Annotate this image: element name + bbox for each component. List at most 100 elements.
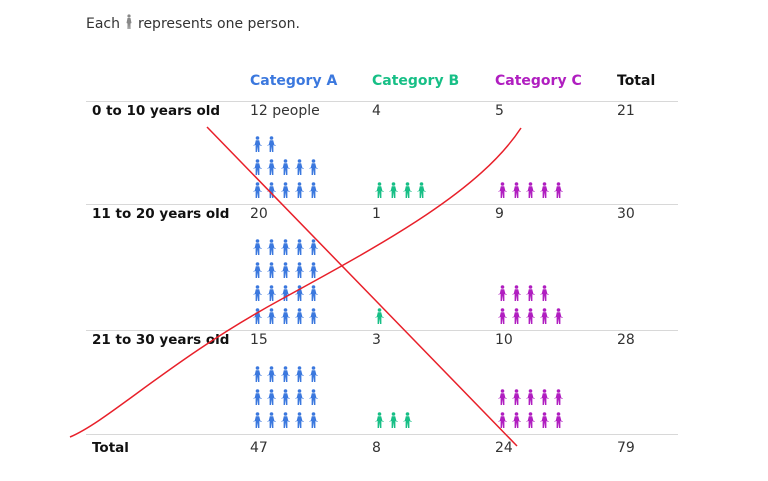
person-icon bbox=[253, 239, 262, 255]
row-divider bbox=[86, 101, 678, 102]
person-icon bbox=[540, 412, 549, 428]
person-icon bbox=[540, 285, 549, 301]
person-icon bbox=[540, 389, 549, 405]
person-icon bbox=[253, 412, 262, 428]
person-icon bbox=[253, 182, 262, 198]
person-icon bbox=[126, 14, 132, 29]
person-icon bbox=[389, 182, 398, 198]
totals-label: Total bbox=[92, 440, 129, 456]
person-icon bbox=[526, 389, 535, 405]
person-icon bbox=[309, 412, 318, 428]
person-icon bbox=[253, 136, 262, 152]
cell-value: 28 bbox=[617, 332, 635, 348]
person-icon bbox=[267, 262, 276, 278]
person-icon bbox=[540, 182, 549, 198]
person-icon bbox=[281, 366, 290, 382]
column-header-b: Category B bbox=[372, 73, 460, 89]
total-value: 8 bbox=[372, 440, 381, 456]
person-icon bbox=[512, 182, 521, 198]
column-header-total: Total bbox=[617, 73, 656, 89]
person-icon bbox=[309, 389, 318, 405]
person-icon bbox=[389, 412, 398, 428]
person-icon bbox=[267, 389, 276, 405]
caption-after: represents one person. bbox=[138, 16, 300, 32]
column-header-c: Category C bbox=[495, 73, 582, 89]
person-icon bbox=[295, 159, 304, 175]
person-icon bbox=[281, 159, 290, 175]
person-icon bbox=[281, 239, 290, 255]
row-label: 0 to 10 years old bbox=[92, 103, 221, 119]
person-icon bbox=[526, 182, 535, 198]
person-icon bbox=[267, 159, 276, 175]
person-icon bbox=[512, 412, 521, 428]
person-icon bbox=[498, 389, 507, 405]
person-icon bbox=[295, 366, 304, 382]
person-icon bbox=[498, 285, 507, 301]
person-icon bbox=[295, 285, 304, 301]
person-icon bbox=[403, 412, 412, 428]
person-icon bbox=[267, 366, 276, 382]
person-icon bbox=[375, 308, 384, 324]
person-icon bbox=[309, 285, 318, 301]
cell-value: 21 bbox=[617, 103, 635, 119]
total-value: 24 bbox=[495, 440, 513, 456]
person-icon bbox=[512, 285, 521, 301]
person-icon bbox=[281, 389, 290, 405]
cell-value: 20 bbox=[250, 206, 268, 222]
person-icon bbox=[375, 182, 384, 198]
row-divider bbox=[86, 434, 678, 435]
person-icon bbox=[309, 159, 318, 175]
person-icon bbox=[267, 136, 276, 152]
person-icon bbox=[554, 412, 563, 428]
person-icon bbox=[281, 262, 290, 278]
cell-value: 12 people bbox=[250, 103, 320, 119]
person-icon bbox=[512, 308, 521, 324]
person-icon bbox=[375, 412, 384, 428]
person-icon bbox=[295, 308, 304, 324]
person-icon bbox=[267, 308, 276, 324]
person-icon bbox=[526, 308, 535, 324]
person-icon bbox=[295, 262, 304, 278]
person-icon bbox=[281, 285, 290, 301]
person-icon bbox=[295, 389, 304, 405]
person-icon bbox=[554, 308, 563, 324]
cell-value: 4 bbox=[372, 103, 381, 119]
total-value: 47 bbox=[250, 440, 268, 456]
person-icon bbox=[498, 182, 507, 198]
row-label: 21 to 30 years old bbox=[92, 332, 230, 348]
person-icon bbox=[309, 182, 318, 198]
person-icon bbox=[267, 182, 276, 198]
person-icon bbox=[554, 182, 563, 198]
person-icon bbox=[295, 182, 304, 198]
person-icon bbox=[253, 308, 262, 324]
person-icon bbox=[498, 308, 507, 324]
caption: Each represents one person. bbox=[86, 14, 300, 32]
person-icon bbox=[267, 239, 276, 255]
person-icon bbox=[526, 285, 535, 301]
column-header-a: Category A bbox=[250, 73, 338, 89]
caption-before: Each bbox=[86, 16, 120, 32]
person-icon bbox=[253, 262, 262, 278]
person-icon bbox=[540, 308, 549, 324]
person-icon bbox=[512, 389, 521, 405]
person-icon bbox=[309, 308, 318, 324]
person-icon bbox=[309, 239, 318, 255]
person-icon bbox=[554, 389, 563, 405]
person-icon bbox=[253, 285, 262, 301]
total-value: 79 bbox=[617, 440, 635, 456]
person-icon bbox=[281, 412, 290, 428]
cell-value: 3 bbox=[372, 332, 381, 348]
row-divider bbox=[86, 204, 678, 205]
person-icon bbox=[295, 412, 304, 428]
cell-value: 1 bbox=[372, 206, 381, 222]
cell-value: 5 bbox=[495, 103, 504, 119]
person-icon bbox=[281, 182, 290, 198]
cell-value: 10 bbox=[495, 332, 513, 348]
person-icon bbox=[295, 239, 304, 255]
cell-value: 15 bbox=[250, 332, 268, 348]
person-icon bbox=[498, 412, 507, 428]
person-icon bbox=[267, 285, 276, 301]
person-icon bbox=[526, 412, 535, 428]
person-icon bbox=[253, 366, 262, 382]
row-label: 11 to 20 years old bbox=[92, 206, 230, 222]
